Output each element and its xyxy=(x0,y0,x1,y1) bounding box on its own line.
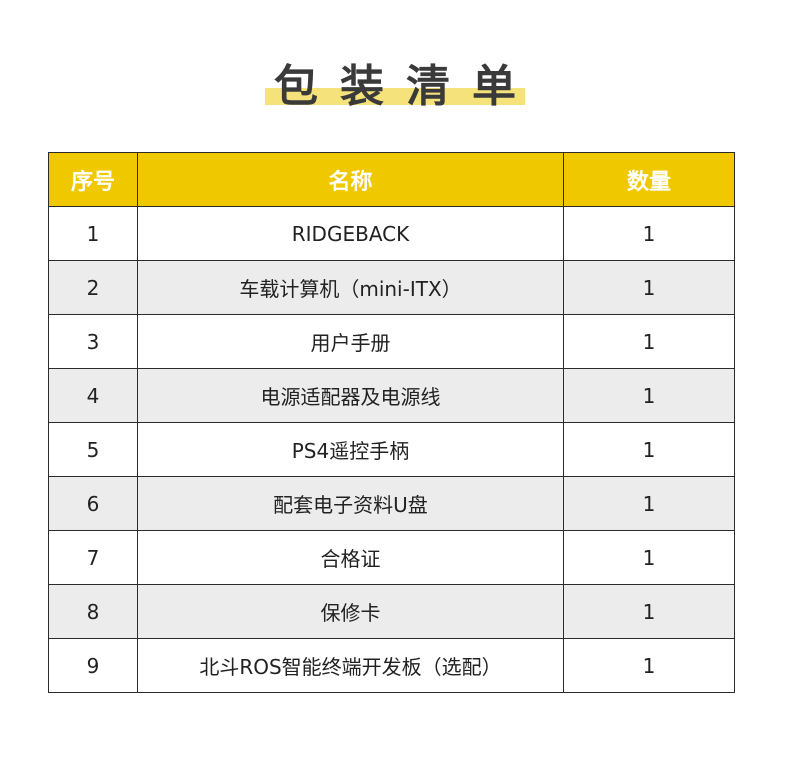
table-cell: 北斗ROS智能终端开发板（选配） xyxy=(137,638,564,693)
table-cell: 1 xyxy=(48,206,138,261)
table-cell: 5 xyxy=(48,422,138,477)
packing-list-table: 序号 名称 数量 1 RIDGEBACK 1 2 车载计算机（mini-ITX） 1 3 用户手册… xyxy=(48,152,735,693)
table-cell: 1 xyxy=(563,368,735,423)
table-cell: RIDGEBACK xyxy=(137,206,564,261)
title-highlight xyxy=(265,88,525,105)
table-cell: 电源适配器及电源线 xyxy=(137,368,564,423)
table-cell: PS4遥控手柄 xyxy=(137,422,564,477)
table-row: 6 配套电子资料U盘 1 xyxy=(48,476,735,531)
table-row: 4 电源适配器及电源线 1 xyxy=(48,368,735,423)
header-row: 序号 名称 数量 xyxy=(48,152,735,207)
table-cell: 9 xyxy=(48,638,138,693)
table-cell: 用户手册 xyxy=(137,314,564,369)
table-cell: 1 xyxy=(563,530,735,585)
table-row: 5 PS4遥控手柄 1 xyxy=(48,422,735,477)
table-cell: 1 xyxy=(563,638,735,693)
page-title: 包装清单 xyxy=(274,61,538,112)
table-cell: 1 xyxy=(563,260,735,315)
table-cell: 1 xyxy=(563,422,735,477)
table-cell: 2 xyxy=(48,260,138,315)
table-cell: 配套电子资料U盘 xyxy=(137,476,564,531)
header-cell: 序号 xyxy=(48,152,138,207)
table-cell: 3 xyxy=(48,314,138,369)
header-cell: 名称 xyxy=(137,152,564,207)
table-cell: 6 xyxy=(48,476,138,531)
table-row: 9 北斗ROS智能终端开发板（选配） 1 xyxy=(48,638,735,693)
table-row: 8 保修卡 1 xyxy=(48,584,735,639)
table-cell: 4 xyxy=(48,368,138,423)
table-cell: 7 xyxy=(48,530,138,585)
table-row: 7 合格证 1 xyxy=(48,530,735,585)
table-cell: 车载计算机（mini-ITX） xyxy=(137,260,564,315)
table-cell: 1 xyxy=(563,584,735,639)
table-cell: 1 xyxy=(563,314,735,369)
table-row: 3 用户手册 1 xyxy=(48,314,735,369)
header-cell: 数量 xyxy=(563,152,735,207)
table-cell: 合格证 xyxy=(137,530,564,585)
table-row: 1 RIDGEBACK 1 xyxy=(48,206,735,261)
table-cell: 保修卡 xyxy=(137,584,564,639)
table-cell: 8 xyxy=(48,584,138,639)
table-cell: 1 xyxy=(563,476,735,531)
table-cell: 1 xyxy=(563,206,735,261)
table-row: 2 车载计算机（mini-ITX） 1 xyxy=(48,260,735,315)
